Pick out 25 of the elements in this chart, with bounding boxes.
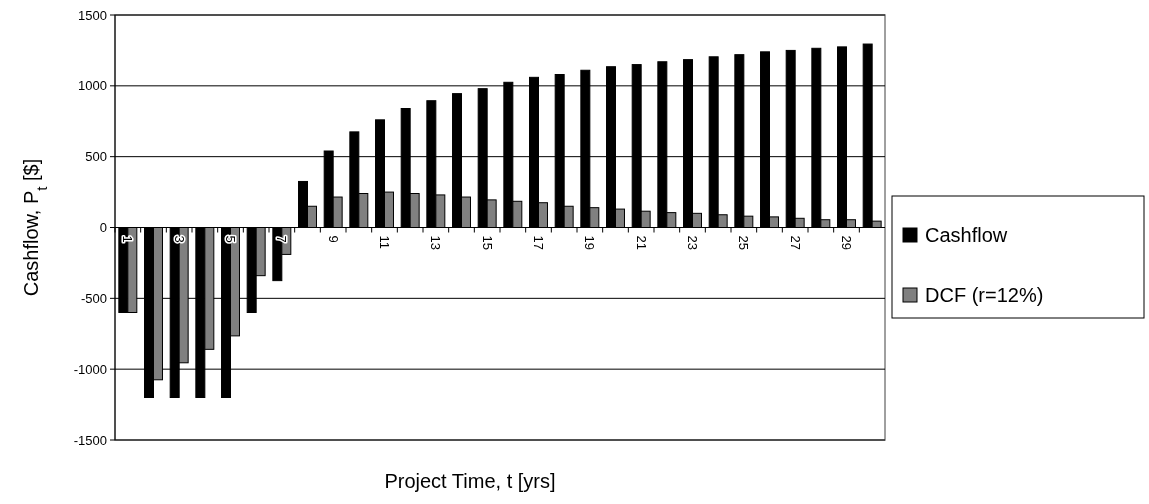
y-tick-label: 0: [99, 220, 107, 236]
x-tick-label: 27: [787, 235, 803, 250]
x-tick-label: 7: [274, 235, 290, 243]
x-tick-label: 21: [633, 235, 649, 250]
x-tick-label: 3: [171, 235, 187, 243]
y-tick-label: 1500: [78, 7, 107, 23]
y-tick-label: -500: [80, 290, 107, 306]
x-tick-label: 25: [736, 235, 752, 250]
y-tick-label: -1500: [73, 432, 107, 448]
x-tick-label: 13: [428, 235, 444, 250]
x-tick-label: 9: [325, 235, 341, 243]
x-tick-label: 17: [530, 235, 546, 250]
x-tick-label: 19: [582, 235, 598, 250]
x-tick-label: 29: [838, 235, 854, 250]
legend-label: Cashflow: [925, 224, 1008, 246]
x-tick-label: 1: [120, 235, 136, 243]
x-axis-title: Project Time, t [yrs]: [384, 470, 556, 492]
y-tick-label: -1000: [73, 361, 107, 377]
x-tick-label: 23: [684, 235, 700, 250]
y-tick-label: 500: [85, 149, 107, 165]
y-tick-label: 1000: [78, 78, 107, 94]
x-tick-label: 15: [479, 235, 495, 250]
x-tick-label: 11: [376, 235, 392, 249]
x-tick-label: 5: [222, 235, 238, 243]
legend-label: DCF (r=12%): [925, 284, 1044, 306]
